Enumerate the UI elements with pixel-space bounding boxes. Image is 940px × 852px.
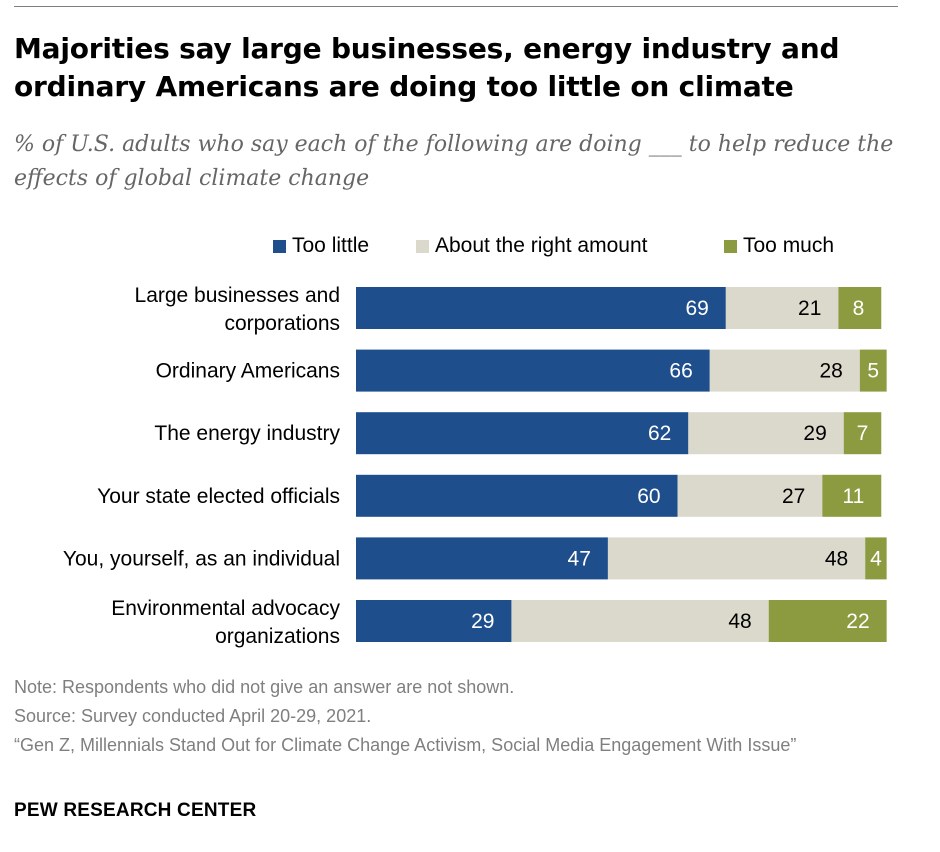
bar-segment-too-little (356, 349, 710, 392)
footer-note: Note: Respondents who did not give an an… (14, 677, 515, 697)
bar-value-label: 5 (867, 360, 879, 383)
bar-value-label: 69 (685, 297, 708, 320)
bar-segment-too-much (865, 537, 887, 580)
legend-swatch-about-right (416, 239, 429, 253)
legend-label-about-right: About the right amount (435, 234, 648, 257)
category-label: Your state elected officials (97, 485, 340, 508)
category-label: Ordinary Americans (156, 360, 340, 383)
bar-value-label: 48 (728, 610, 751, 633)
footer-report-title: “Gen Z, Millennials Stand Out for Climat… (14, 735, 797, 755)
bar-segment-about-the-right-amount (688, 412, 844, 455)
legend-swatch-too-much (724, 239, 737, 253)
legend-item-about-right: About the right amount (416, 232, 647, 260)
legend: Too little About the right amount Too mu… (0, 232, 940, 260)
bar-value-label: 48 (825, 547, 848, 570)
bar-value-label: 7 (857, 422, 869, 445)
bar-segment-too-much (843, 412, 882, 455)
bar-segment-about-the-right-amount (607, 537, 866, 580)
bar-segment-too-much (859, 349, 887, 392)
bar-segment-too-little (356, 412, 689, 455)
category-label: You, yourself, as an individual (63, 547, 340, 570)
category-label: Environmental advocacy organizations (111, 597, 340, 648)
bar-value-label: 62 (648, 422, 671, 445)
bar-segment-too-little (356, 474, 678, 517)
category-label: The energy industry (154, 422, 340, 445)
legend-label-too-much: Too much (743, 234, 835, 257)
bar-value-label: 8 (853, 297, 865, 320)
bar-segment-too-little (356, 287, 726, 329)
bar-segment-too-little (356, 537, 608, 580)
top-rule (14, 6, 898, 7)
bar-segment-too-much (822, 474, 882, 517)
bar-value-label: 22 (846, 610, 869, 633)
bar-value-label: 21 (798, 297, 821, 320)
bar-segment-too-little (356, 600, 512, 642)
bar-segment-too-much (838, 287, 882, 329)
chart-title: Majorities say large businesses, energy … (14, 32, 840, 103)
legend-item-too-little: Too little (273, 232, 369, 260)
bar-value-label: 11 (842, 485, 864, 508)
bar-value-label: 47 (568, 547, 591, 570)
bar-segment-too-much (768, 600, 887, 642)
bar-value-label: 66 (669, 360, 692, 383)
bar-segment-about-the-right-amount (725, 287, 839, 329)
bar-segment-about-the-right-amount (709, 349, 860, 392)
bar-value-label: 27 (782, 485, 805, 508)
bar-value-label: 4 (870, 547, 882, 570)
legend-item-too-much: Too much (724, 232, 834, 260)
bar-value-label: 29 (803, 422, 826, 445)
legend-swatch-too-little (273, 239, 286, 253)
bar-segment-about-the-right-amount (677, 474, 823, 517)
footer-source: Source: Survey conducted April 20-29, 20… (14, 706, 372, 726)
chart-subtitle: % of U.S. adults who say each of the fol… (14, 132, 894, 191)
bar-segment-about-the-right-amount (511, 600, 769, 642)
category-label: Large businesses and corporations (135, 284, 340, 335)
organization-logo-text: PEW RESEARCH CENTER (14, 800, 257, 821)
bar-value-label: 60 (637, 485, 660, 508)
legend-label-too-little: Too little (292, 234, 370, 257)
bar-value-label: 28 (819, 360, 842, 383)
bar-value-label: 29 (471, 610, 494, 633)
